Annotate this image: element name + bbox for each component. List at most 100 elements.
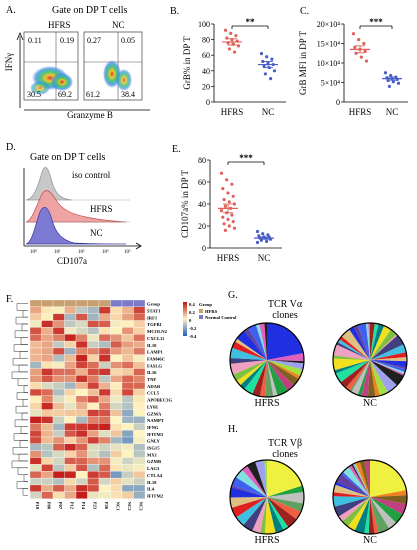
heatmap-cell bbox=[98, 361, 111, 369]
heatmap-cell bbox=[29, 327, 42, 335]
pie-slice bbox=[370, 497, 403, 524]
legend-item: HFRS bbox=[205, 309, 218, 314]
heatmap-cell bbox=[41, 347, 54, 355]
heatmap-cell bbox=[64, 429, 77, 438]
heatmap-cell bbox=[121, 327, 134, 335]
heatmap-cell bbox=[29, 395, 42, 403]
data-point bbox=[353, 45, 357, 50]
pie-slice bbox=[233, 360, 267, 381]
heatmap-cell bbox=[75, 368, 88, 376]
heatmap-cell bbox=[87, 477, 100, 486]
gene-label: IFNG bbox=[147, 425, 159, 430]
heatmap-cell bbox=[110, 491, 123, 499]
svg-text:10⁵: 10⁵ bbox=[124, 249, 131, 255]
heatmap-cell bbox=[75, 477, 88, 486]
data-point bbox=[232, 226, 237, 230]
color-scale-tick: 0.4 bbox=[189, 302, 195, 307]
data-point bbox=[230, 182, 234, 186]
heatmap-cell bbox=[133, 388, 146, 397]
label-hfrs: HFRS bbox=[90, 204, 113, 214]
heatmap-cell bbox=[75, 464, 88, 472]
panel-h-subtitle: clones bbox=[272, 449, 298, 460]
heatmap-cell bbox=[87, 429, 100, 438]
x-tick-label: HFRS bbox=[221, 107, 244, 117]
heatmap-cell bbox=[98, 457, 111, 465]
data-point bbox=[234, 34, 238, 38]
heatmap-cell bbox=[29, 416, 42, 424]
heatmap-cell bbox=[75, 354, 88, 362]
pie-slice bbox=[370, 460, 407, 497]
heatmap-cell bbox=[52, 327, 65, 335]
y-tick-label: 40 bbox=[202, 67, 210, 76]
pie-slice bbox=[244, 360, 267, 394]
data-point bbox=[227, 200, 231, 204]
heatmap-cell bbox=[133, 354, 146, 362]
pie-slice bbox=[243, 497, 267, 531]
heatmap-cell bbox=[41, 361, 54, 369]
sample-label: P14 bbox=[81, 502, 86, 510]
pie-slice bbox=[267, 360, 304, 370]
heatmap-cell bbox=[52, 313, 65, 321]
quad-nc-lr: 38.4 bbox=[121, 90, 135, 99]
heatmap-cell bbox=[41, 340, 54, 349]
pie-slice bbox=[252, 360, 267, 397]
heatmap-cell bbox=[29, 402, 42, 410]
gene-label: FASLG bbox=[147, 363, 162, 368]
gene-label: LAMP1 bbox=[147, 350, 164, 355]
heatmap-cell bbox=[52, 382, 65, 390]
heatmap-cell bbox=[75, 457, 88, 465]
gene-label: APOBEC3G bbox=[147, 398, 172, 403]
heatmap-cell bbox=[133, 368, 146, 376]
heatmap-cell bbox=[52, 306, 65, 314]
heatmap-cell bbox=[41, 423, 54, 431]
pie-slice bbox=[267, 360, 278, 397]
heatmap-cell bbox=[29, 354, 42, 362]
y-tick-label: 80 bbox=[198, 156, 206, 165]
heatmap-cell bbox=[29, 388, 42, 397]
heatmap-cell bbox=[98, 477, 111, 486]
gene-label: FAM46C bbox=[147, 356, 165, 361]
pie-slice bbox=[230, 347, 267, 360]
heatmap-cell bbox=[98, 313, 111, 321]
heatmap-cell bbox=[75, 484, 88, 492]
gene-label: NAMPT bbox=[147, 418, 164, 423]
pie-slice bbox=[333, 484, 370, 497]
panel-b: B. 0 20 40 60 80 100 GrB% in DP T HFRS NC ** bbox=[170, 6, 286, 117]
pie-slice bbox=[361, 360, 370, 397]
pie-h-hfrs bbox=[229, 459, 305, 535]
heatmap-cell bbox=[29, 491, 42, 499]
heatmap-cell bbox=[87, 402, 100, 410]
heatmap-cell bbox=[110, 464, 123, 472]
heatmap-cell bbox=[29, 340, 42, 349]
pie-slice bbox=[370, 495, 408, 505]
heatmap-cell bbox=[29, 457, 42, 465]
heatmap-cell bbox=[133, 423, 146, 431]
data-point bbox=[227, 47, 231, 51]
data-point bbox=[261, 232, 265, 236]
pie-slice bbox=[370, 352, 407, 360]
panel-c-letter: C. bbox=[300, 6, 309, 17]
heatmap-cell bbox=[64, 299, 77, 307]
pie-slice bbox=[244, 328, 267, 360]
heatmap-cell bbox=[75, 491, 88, 499]
heatmap-cell bbox=[98, 436, 111, 444]
pie-h-label-nc: NC bbox=[363, 535, 377, 546]
data-point bbox=[363, 49, 367, 53]
significance-label: *** bbox=[369, 17, 383, 27]
heatmap-cell bbox=[98, 327, 111, 335]
heatmap-cell bbox=[121, 471, 134, 479]
x-tick-label: HFRS bbox=[349, 107, 372, 117]
gene-label: IL18 bbox=[147, 480, 157, 485]
panel-c: C. 0 5×10⁴ 10×10⁴ 15×10⁴ 20×10⁴ GrB MFI in DP… bbox=[298, 6, 408, 117]
data-point bbox=[221, 187, 225, 191]
pie-slice bbox=[351, 464, 370, 497]
panel-h-title: TCR Vβ bbox=[268, 438, 302, 449]
heatmap-cell bbox=[133, 313, 146, 321]
panel-d-xlabel: CD107a bbox=[57, 256, 87, 266]
pie-slice bbox=[348, 465, 370, 497]
color-scale-tick: 0 bbox=[189, 318, 192, 323]
heatmap-cell bbox=[41, 299, 54, 307]
heatmap-cell bbox=[87, 395, 100, 403]
heatmap-cell bbox=[110, 423, 123, 431]
